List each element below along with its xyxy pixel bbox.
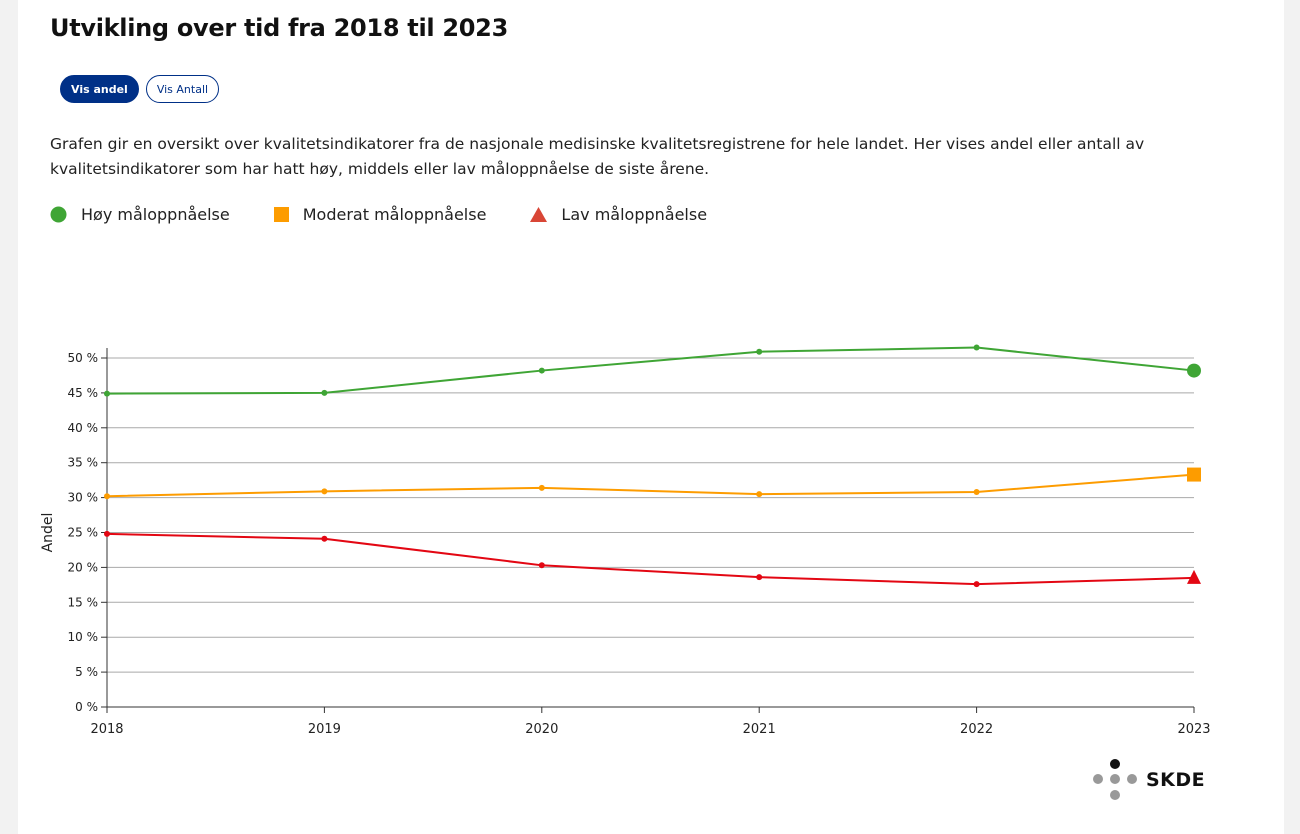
skde-logo: SKDE bbox=[1092, 758, 1205, 802]
data-point bbox=[321, 389, 328, 396]
legend-square-icon bbox=[273, 206, 289, 222]
y-tick-label: 10 % bbox=[68, 630, 99, 644]
legend-label-high: Høy måloppnåelse bbox=[81, 204, 230, 224]
data-point bbox=[321, 488, 328, 495]
x-tick-label: 2023 bbox=[1177, 722, 1210, 737]
y-tick-label: 30 % bbox=[68, 491, 99, 505]
end-marker-circle bbox=[1187, 363, 1201, 378]
y-axis-label: Andel bbox=[40, 513, 56, 553]
data-point bbox=[538, 367, 545, 374]
data-point bbox=[104, 493, 110, 500]
y-tick-label: 20 % bbox=[68, 560, 99, 574]
legend-label-low: Lav måloppnåelse bbox=[561, 204, 708, 224]
data-point bbox=[321, 535, 328, 542]
y-tick-label: 35 % bbox=[68, 456, 99, 470]
data-point bbox=[756, 574, 763, 581]
end-marker-triangle bbox=[1187, 569, 1201, 584]
y-tick-label: 25 % bbox=[68, 526, 99, 540]
legend-item-high[interactable]: Høy måloppnåelse bbox=[50, 205, 230, 224]
y-tick-label: 50 % bbox=[68, 351, 99, 365]
chart-legend: Høy måloppnåelse Moderat måloppnåelse La… bbox=[50, 202, 751, 226]
data-point bbox=[973, 581, 980, 588]
legend-item-low[interactable]: Lav måloppnåelse bbox=[530, 205, 707, 224]
x-tick-label: 2019 bbox=[308, 722, 341, 737]
data-point bbox=[973, 344, 980, 351]
legend-circle-icon bbox=[50, 206, 67, 222]
series-line-2 bbox=[106, 473, 1195, 498]
data-point bbox=[104, 530, 110, 537]
series-line-1 bbox=[106, 346, 1195, 395]
view-toggle: Vis andel Vis Antall bbox=[60, 75, 220, 103]
data-point bbox=[538, 484, 545, 491]
series-line-3 bbox=[106, 532, 1195, 586]
skde-logo-icon bbox=[1093, 759, 1137, 800]
logo-text: SKDE bbox=[1146, 769, 1206, 791]
end-marker-square bbox=[1187, 467, 1201, 482]
legend-triangle-icon bbox=[530, 206, 548, 222]
y-tick-label: 0 % bbox=[75, 700, 98, 714]
data-point bbox=[756, 348, 763, 355]
data-point bbox=[104, 390, 110, 397]
x-tick-label: 2020 bbox=[525, 722, 558, 737]
data-point bbox=[973, 489, 980, 496]
data-point bbox=[756, 491, 763, 498]
x-tick-label: 2018 bbox=[90, 722, 123, 737]
page-title: Utvikling over tid fra 2018 til 2023 bbox=[50, 14, 508, 42]
y-tick-label: 15 % bbox=[68, 595, 99, 609]
show-share-button[interactable]: Vis andel bbox=[60, 75, 139, 103]
x-tick-label: 2021 bbox=[743, 722, 776, 737]
x-tick-label: 2022 bbox=[960, 722, 993, 737]
legend-item-moderate[interactable]: Moderat måloppnåelse bbox=[273, 204, 487, 224]
legend-label-moderate: Moderat måloppnåelse bbox=[302, 204, 487, 224]
data-point bbox=[538, 562, 545, 569]
line-chart: 0 % 5 % 10 % 15 % 20 % 25 % 30 % 35 % 40 % 45 % 50… bbox=[40, 344, 1211, 737]
chart-description: Grafen gir en oversikt over kvalitetsind… bbox=[50, 135, 1145, 178]
chart-card: Utvikling over tid fra 2018 til 2023 Vis… bbox=[18, 0, 1284, 834]
show-count-button[interactable]: Vis Antall bbox=[145, 75, 220, 103]
y-tick-label: 5 % bbox=[75, 665, 98, 679]
y-tick-label: 45 % bbox=[68, 386, 99, 400]
y-tick-label: 40 % bbox=[68, 421, 99, 435]
